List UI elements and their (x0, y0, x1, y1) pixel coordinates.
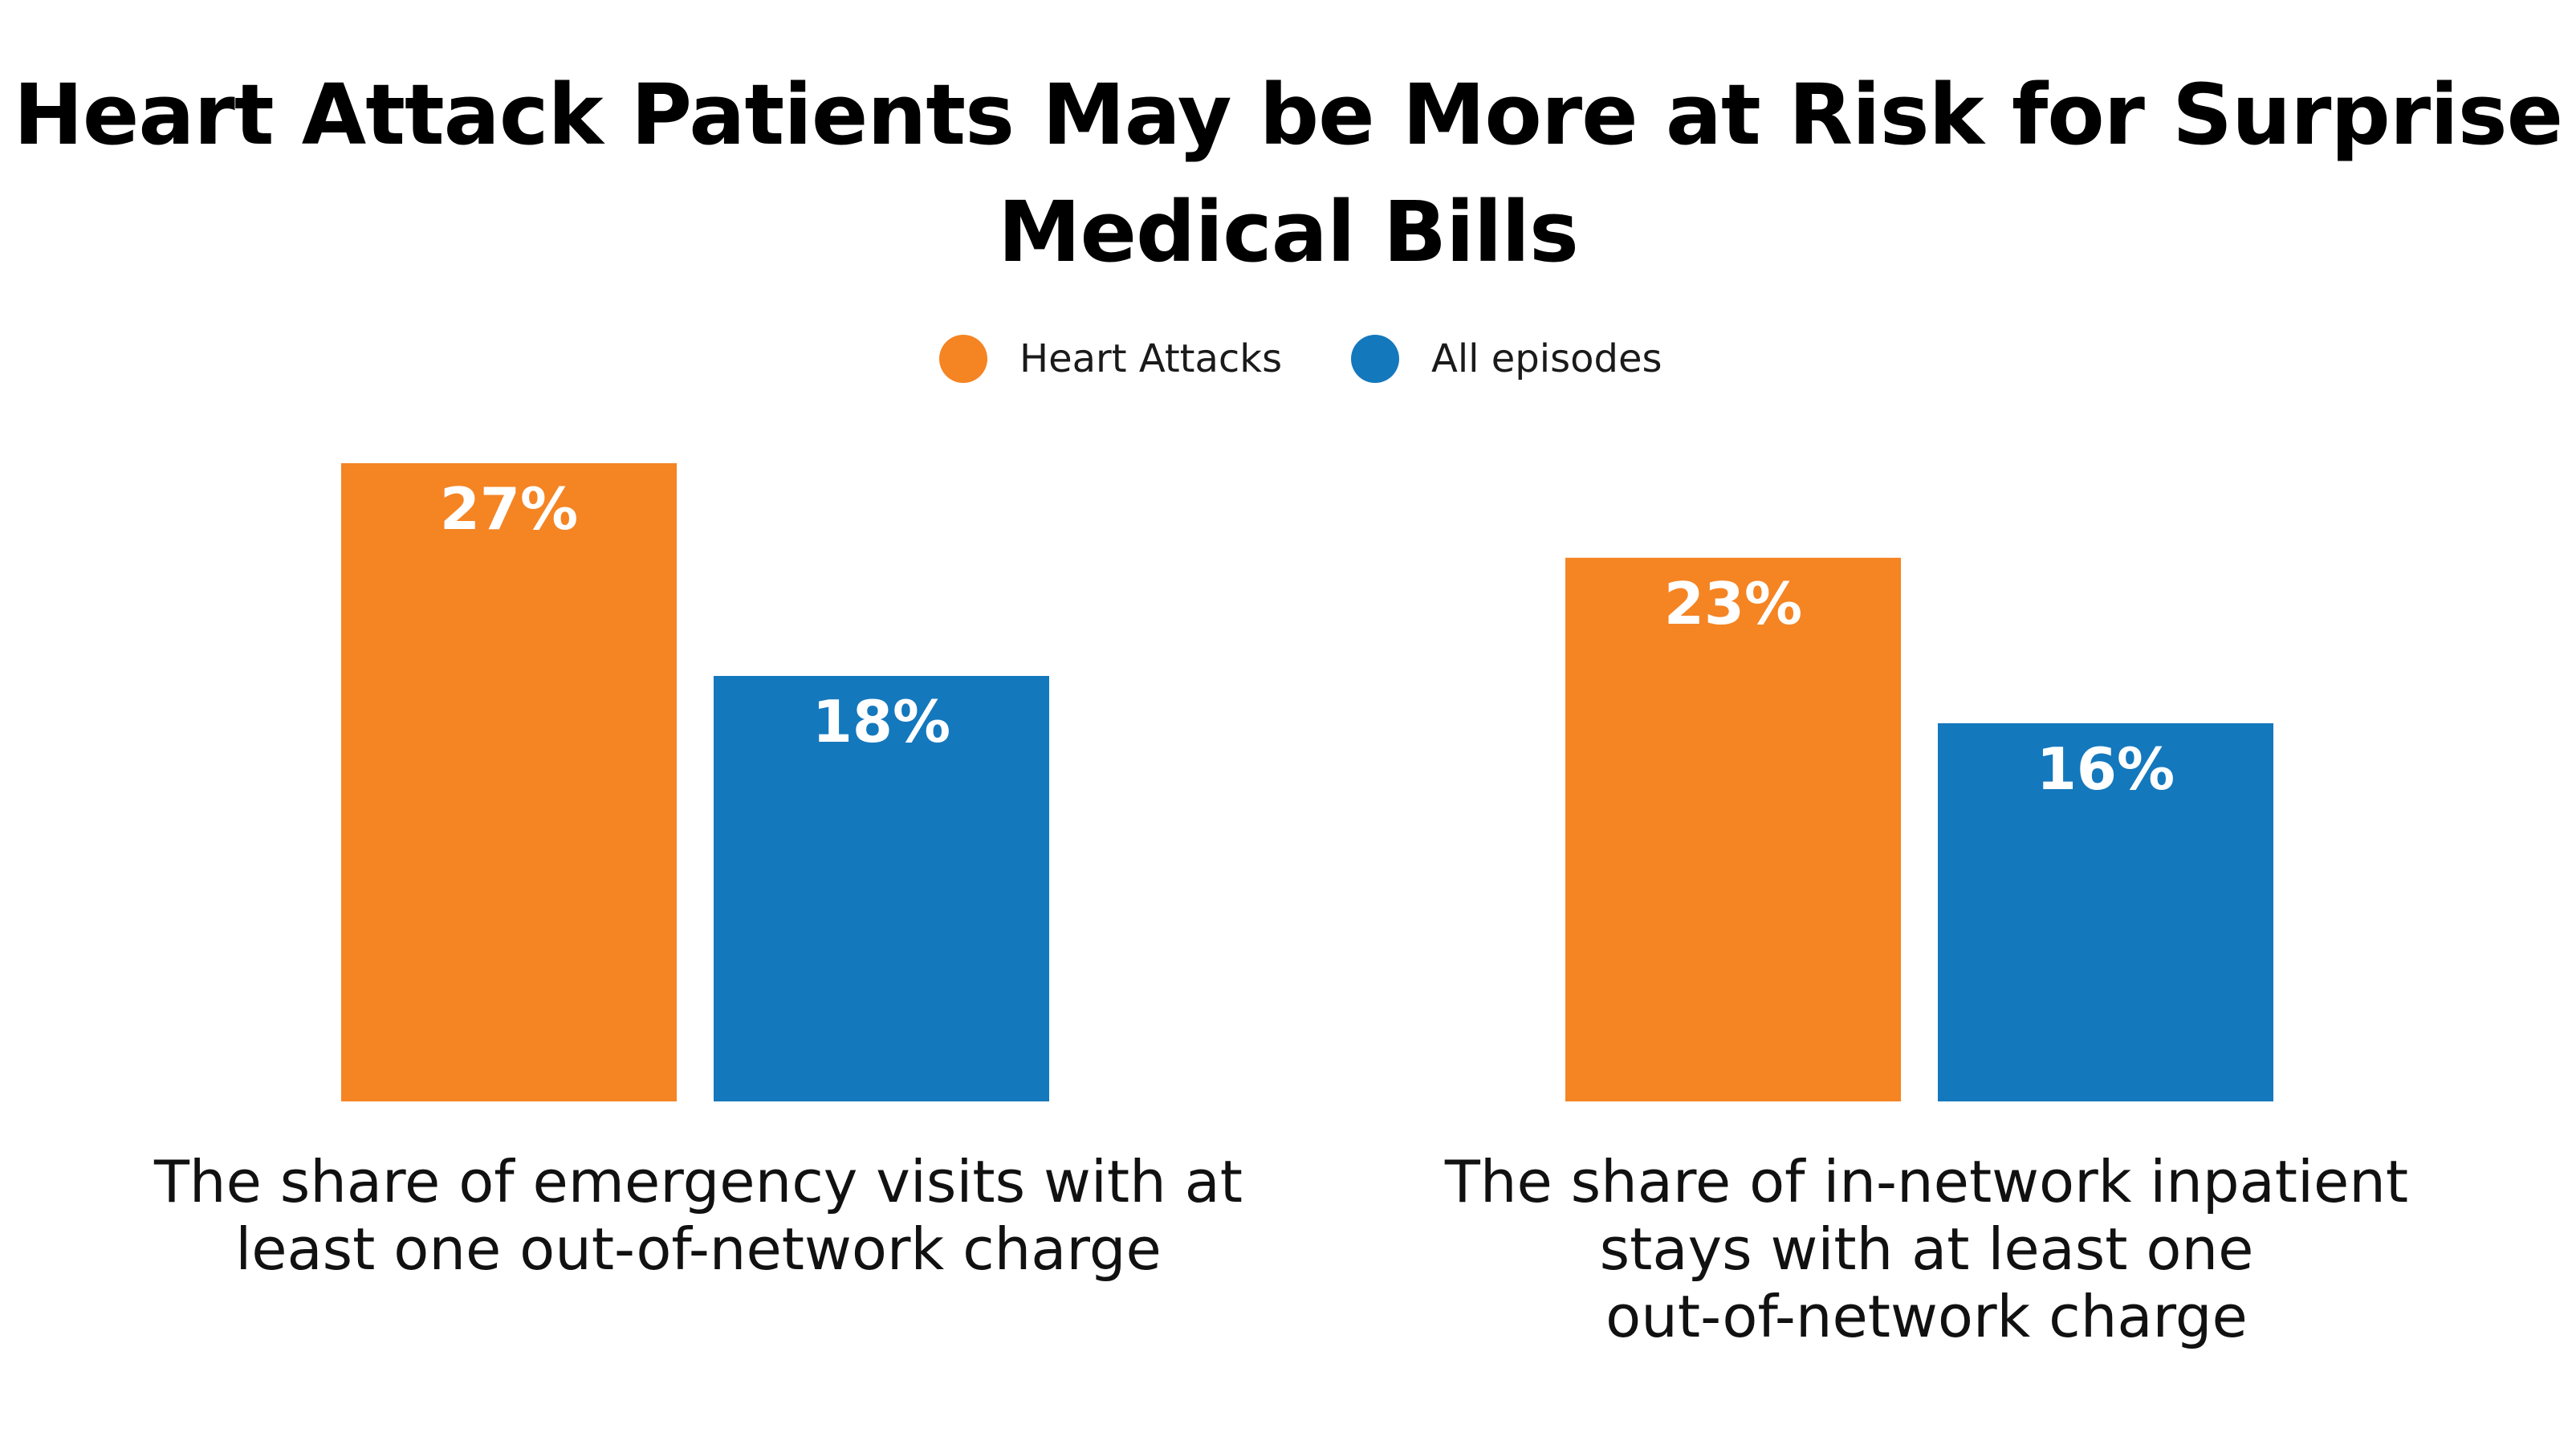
bar-heart-attacks-group-1 (341, 463, 677, 1101)
category-label-emergency-visits: The share of emergency visits with at le… (153, 1148, 1243, 1283)
data-label-heart-attacks-group-2: 23% (1664, 570, 1802, 637)
legend-item-all-episodes: All episodes (1351, 331, 1662, 387)
bar-all-episodes-group-1 (714, 676, 1049, 1101)
legend-label-all-episodes: All episodes (1431, 336, 1662, 381)
legend-label-heart-attacks: Heart Attacks (1019, 336, 1283, 381)
bar-all-episodes-group-2 (1938, 722, 2273, 1101)
category-label-inpatient-stays: The share of in-network inpatient stays … (1444, 1148, 2409, 1350)
data-label-all-episodes-group-1: 18% (812, 688, 950, 755)
data-label-all-episodes-group-2: 16% (2037, 735, 2175, 803)
legend-item-heart-attacks: Heart Attacks (939, 331, 1282, 387)
bar-heart-attacks-group-2 (1565, 557, 1901, 1101)
data-label-heart-attacks-group-1: 27% (440, 475, 578, 543)
chart-title: Heart Attack Patients May be More at Ris… (13, 66, 2563, 281)
legend-swatch-heart-attacks (939, 335, 987, 383)
legend-swatch-all-episodes (1351, 335, 1399, 383)
